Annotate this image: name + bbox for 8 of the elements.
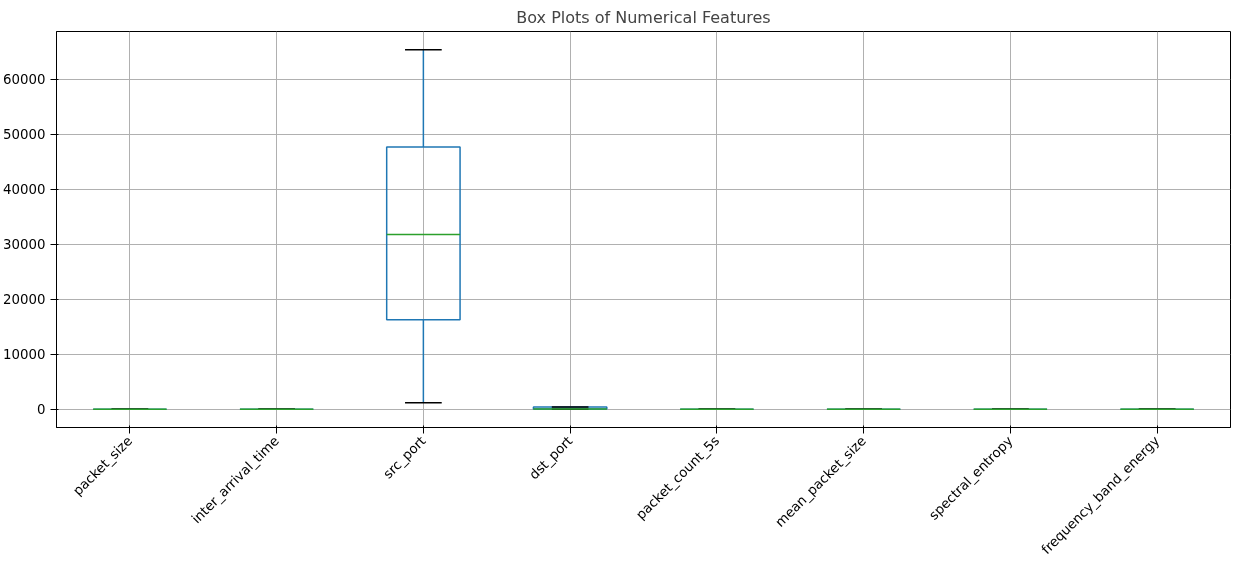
y-tick-label: 10000 xyxy=(3,347,46,363)
y-tick-label: 60000 xyxy=(3,72,46,88)
y-tick-label: 0 xyxy=(37,402,46,418)
y-tick-label: 50000 xyxy=(3,127,46,143)
y-tick-label: 30000 xyxy=(3,237,46,253)
y-tick-label: 20000 xyxy=(3,292,46,308)
chart-title: Box Plots of Numerical Features xyxy=(516,7,771,27)
y-tick-label: 40000 xyxy=(3,182,46,198)
